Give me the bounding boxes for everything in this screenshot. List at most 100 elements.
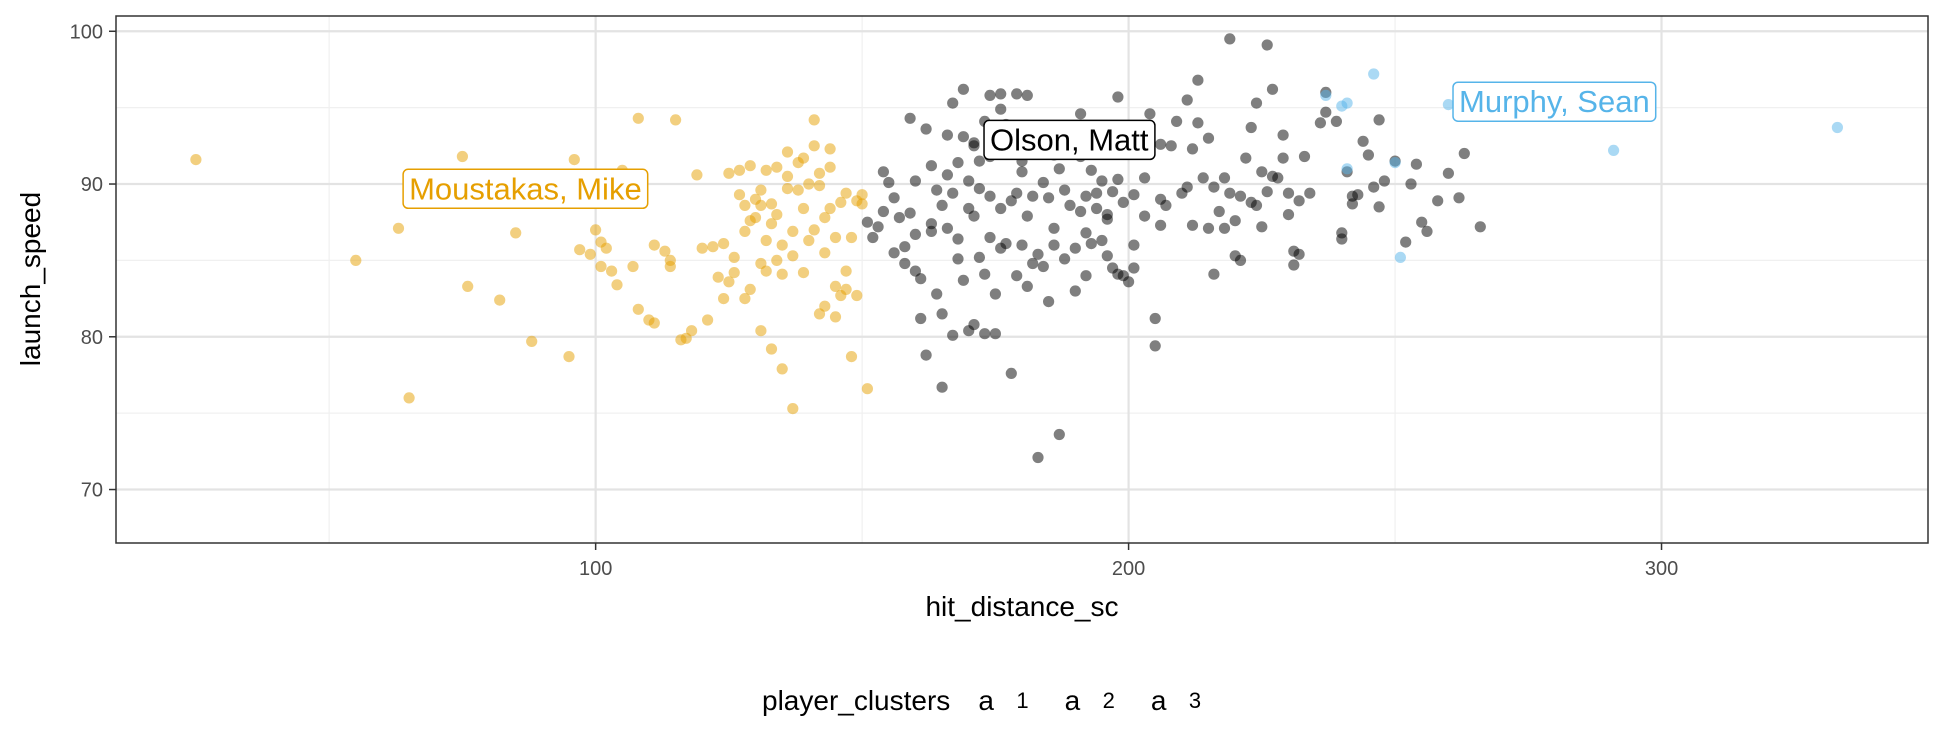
data-point-cluster-1	[1458, 147, 1470, 160]
data-point-cluster-2	[462, 280, 474, 292]
data-point-cluster-2	[392, 222, 405, 234]
data-point-cluster-1	[909, 265, 922, 277]
data-point-cluster-1	[1277, 129, 1289, 141]
data-point-cluster-1	[1032, 248, 1044, 260]
data-point-cluster-1	[915, 312, 927, 325]
data-point-cluster-2	[803, 178, 815, 190]
data-point-cluster-2	[648, 239, 660, 251]
y-tick-label: 80	[81, 327, 103, 349]
data-point-cluster-1	[1021, 89, 1033, 101]
data-point-cluster-1	[1293, 248, 1305, 260]
data-point-cluster-1	[1096, 175, 1108, 187]
data-point-cluster-3	[1389, 157, 1401, 169]
data-point-cluster-1	[1234, 254, 1247, 266]
data-point-cluster-2	[733, 189, 746, 201]
data-point-cluster-1	[1218, 172, 1231, 184]
data-point-cluster-2	[600, 242, 612, 254]
data-point-cluster-1	[941, 222, 954, 234]
data-point-cluster-1	[1075, 108, 1087, 120]
data-point-cluster-2	[760, 265, 772, 277]
legend-entry-label: 3	[1189, 688, 1201, 713]
data-point-cluster-1	[1314, 117, 1326, 129]
data-point-cluster-2	[749, 212, 762, 224]
data-point-cluster-1	[1245, 121, 1257, 134]
data-point-cluster-1	[1208, 181, 1220, 193]
data-point-cluster-1	[899, 241, 911, 253]
data-point-cluster-1	[904, 112, 916, 124]
data-point-cluster-2	[510, 227, 522, 239]
data-point-cluster-2	[808, 224, 820, 236]
data-point-cluster-1	[1101, 250, 1113, 262]
data-point-cluster-1	[872, 221, 884, 233]
data-point-cluster-2	[606, 265, 618, 277]
data-point-cluster-1	[1091, 187, 1103, 199]
data-point-cluster-1	[1218, 222, 1231, 234]
legend-key-glyph: a	[978, 685, 994, 716]
data-point-cluster-2	[845, 351, 858, 363]
data-point-cluster-2	[691, 169, 703, 181]
data-point-cluster-1	[1032, 451, 1044, 464]
x-tick-label: 100	[579, 558, 612, 580]
data-point-cluster-3	[1320, 89, 1332, 101]
data-point-cluster-1	[1043, 192, 1055, 204]
data-point-cluster-1	[984, 89, 996, 101]
data-point-cluster-2	[707, 241, 719, 253]
data-point-cluster-1	[1432, 195, 1444, 207]
data-point-cluster-2	[733, 164, 746, 176]
point-label-box	[402, 168, 649, 210]
data-point-cluster-2	[632, 303, 644, 315]
data-point-cluster-2	[686, 325, 698, 337]
data-point-cluster-1	[1304, 187, 1316, 199]
point-label: Moustakas, Mike	[402, 168, 649, 210]
data-point-cluster-1	[1453, 192, 1465, 204]
data-point-cluster-2	[611, 279, 623, 291]
data-point-cluster-2	[723, 276, 735, 288]
point-label-text: Olson, Matt	[990, 122, 1149, 157]
data-point-cluster-1	[1256, 166, 1268, 178]
data-point-cluster-2	[696, 242, 708, 254]
data-point-cluster-1	[931, 288, 943, 300]
point-label-box	[1452, 81, 1657, 122]
data-point-cluster-3	[1608, 144, 1620, 156]
data-point-cluster-1	[1043, 296, 1055, 308]
data-point-cluster-1	[1021, 210, 1033, 222]
data-point-cluster-1	[1277, 152, 1289, 164]
data-point-cluster-2	[813, 180, 826, 192]
data-point-cluster-2	[670, 114, 682, 126]
point-annotations: Moustakas, Mike Olson, Matt Murphy, Sean	[402, 81, 1657, 210]
plot-border	[115, 15, 1929, 544]
data-point-cluster-1	[968, 140, 980, 152]
data-point-cluster-1	[1416, 216, 1428, 228]
data-point-cluster-1	[957, 274, 970, 286]
data-point-cluster-2	[739, 199, 751, 211]
data-point-cluster-2	[718, 238, 730, 250]
x-axis-title: hit_distance_sc	[925, 591, 1118, 622]
data-point-cluster-2	[776, 363, 788, 375]
data-point-cluster-2	[563, 351, 575, 363]
data-point-cluster-2	[792, 184, 804, 196]
data-point-cluster-2	[712, 271, 724, 283]
data-point-cluster-2	[632, 112, 644, 124]
data-point-cluster-1	[995, 88, 1007, 100]
data-point-cluster-1	[995, 202, 1007, 215]
data-point-cluster-1	[947, 329, 959, 341]
data-point-cluster-2	[835, 196, 847, 208]
data-point-cluster-1	[936, 199, 948, 211]
data-point-cluster-1	[1085, 238, 1097, 250]
data-point-cluster-1	[968, 210, 980, 222]
data-point-cluster-2	[781, 146, 794, 158]
data-point-cluster-1	[1346, 198, 1358, 210]
data-point-cluster-1	[1144, 108, 1156, 120]
data-point-cluster-1	[888, 192, 900, 204]
data-point-cluster-2	[584, 248, 596, 260]
data-point-cluster-2	[760, 234, 772, 247]
data-point-cluster-1	[1266, 83, 1279, 95]
data-point-cluster-1	[1410, 158, 1422, 170]
data-point-cluster-2	[350, 254, 362, 266]
data-point-cluster-2	[702, 314, 714, 326]
data-point-cluster-1	[1400, 236, 1412, 248]
data-point-cluster-1	[941, 129, 954, 141]
data-point-cluster-2	[845, 231, 858, 244]
data-point-cluster-1	[1101, 213, 1113, 225]
